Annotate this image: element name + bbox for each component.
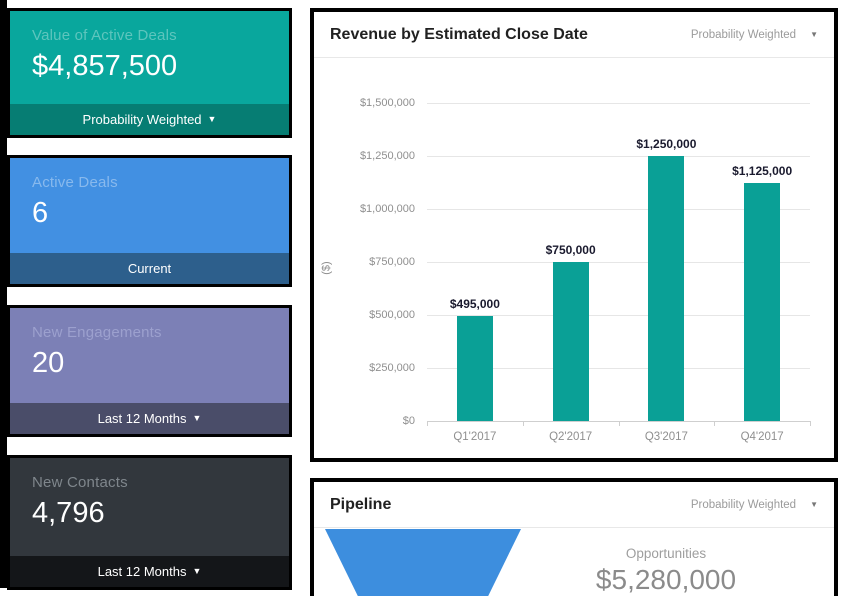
kpi-card-new-engagements: New Engagements 20 Last 12 Months ▼: [7, 305, 292, 437]
probability-weighted-dropdown[interactable]: Probability Weighted ▼: [691, 499, 818, 511]
x-tick-label: Q2'2017: [549, 431, 593, 443]
card-footer-label: Probability Weighted: [82, 112, 202, 127]
revenue-panel-header: Revenue by Estimated Close Date Probabil…: [314, 12, 834, 58]
bar-q3-2017: [648, 156, 685, 421]
x-axis-tick: [427, 421, 428, 426]
caret-down-icon: ▼: [192, 566, 202, 576]
gridline: [427, 315, 810, 316]
pipeline-panel: Pipeline Probability Weighted ▼ Opportun…: [310, 478, 838, 596]
gridline: [427, 103, 810, 104]
gridline: [427, 262, 810, 263]
y-tick-label: $0: [402, 415, 415, 427]
card-value: 6: [32, 197, 49, 229]
card-body: Active Deals 6: [10, 158, 289, 253]
card-body: Value of Active Deals $4,857,500: [10, 11, 289, 104]
pipeline-panel-title: Pipeline: [330, 495, 392, 513]
pipeline-funnel-chart: Opportunities $5,280,000: [314, 528, 834, 596]
caret-down-icon: ▼: [207, 114, 217, 124]
revenue-bar-chart: ($) $0 $250,000 $500,000 $750,000 $1,000,000…: [314, 58, 834, 450]
filter-label: Probability Weighted: [690, 498, 797, 511]
y-tick-label: $1,000,000: [359, 203, 415, 215]
gridline: [427, 368, 810, 369]
card-title: New Engagements: [32, 324, 162, 341]
card-footer-label: Last 12 Months: [97, 564, 187, 579]
revenue-panel: Revenue by Estimated Close Date Probabil…: [310, 8, 838, 462]
card-value: 20: [32, 347, 65, 379]
card-value: 4,796: [32, 497, 105, 529]
gridline: [427, 156, 810, 157]
x-axis-tick: [714, 421, 716, 426]
card-value: $4,857,500: [32, 50, 178, 82]
bar-value-label: $1,125,000: [732, 163, 793, 178]
bar-q2-2017: [552, 262, 589, 421]
kpi-card-active-deals: Active Deals 6 Current: [7, 155, 292, 287]
bar-q1-2017: [456, 316, 493, 421]
card-body: New Contacts 4,796: [10, 458, 289, 556]
x-tick-label: Q1'2017: [453, 431, 497, 443]
bar-q4-2017: [744, 182, 781, 421]
pipeline-panel-header: Pipeline Probability Weighted ▼: [314, 482, 834, 528]
caret-down-icon: ▼: [810, 500, 818, 509]
caret-down-icon: ▼: [192, 413, 202, 423]
kpi-card-value-of-active-deals: Value of Active Deals $4,857,500 Probabi…: [7, 8, 292, 138]
y-tick-label: $1,250,000: [359, 150, 415, 162]
card-filter-dropdown[interactable]: Last 12 Months ▼: [10, 403, 289, 434]
funnel-stage-opportunities: Opportunities $5,280,000: [536, 546, 796, 596]
card-filter-dropdown[interactable]: Probability Weighted ▼: [10, 104, 289, 135]
x-tick-label: Q3'2017: [644, 431, 688, 443]
stage-value: $5,280,000: [595, 564, 737, 595]
gridline: [427, 209, 810, 210]
card-title: Value of Active Deals: [32, 27, 177, 44]
funnel-shape: [325, 529, 521, 596]
card-footer-label: Current: [10, 253, 289, 284]
bar-value-label: $750,000: [545, 243, 596, 257]
bar-value-label: $495,000: [449, 297, 500, 312]
y-tick-label: $250,000: [369, 362, 415, 374]
left-edge-bar: [0, 0, 7, 588]
y-tick-label: $500,000: [369, 309, 415, 321]
stage-label: Opportunities: [625, 546, 707, 561]
card-filter-dropdown[interactable]: Last 12 Months ▼: [10, 556, 289, 587]
filter-label: Probability Weighted: [690, 28, 797, 41]
kpi-card-new-contacts: New Contacts 4,796 Last 12 Months ▼: [7, 455, 292, 590]
probability-weighted-dropdown[interactable]: Probability Weighted ▼: [691, 29, 818, 41]
x-axis-tick: [618, 421, 620, 426]
y-tick-label: $750,000: [369, 256, 415, 268]
caret-down-icon: ▼: [810, 30, 818, 39]
card-footer-label: Last 12 Months: [97, 411, 187, 426]
card-footer-text: Current: [127, 261, 172, 276]
card-title: New Contacts: [32, 474, 128, 491]
card-title: Active Deals: [32, 174, 118, 191]
x-axis-tick: [522, 421, 524, 426]
x-tick-label: Q4'2017: [740, 431, 784, 443]
x-axis-tick: [810, 421, 811, 426]
y-tick-label: $1,500,000: [359, 97, 415, 109]
bar-value-label: $1,250,000: [636, 137, 697, 151]
card-body: New Engagements 20: [10, 308, 289, 403]
revenue-panel-title: Revenue by Estimated Close Date: [330, 25, 588, 43]
